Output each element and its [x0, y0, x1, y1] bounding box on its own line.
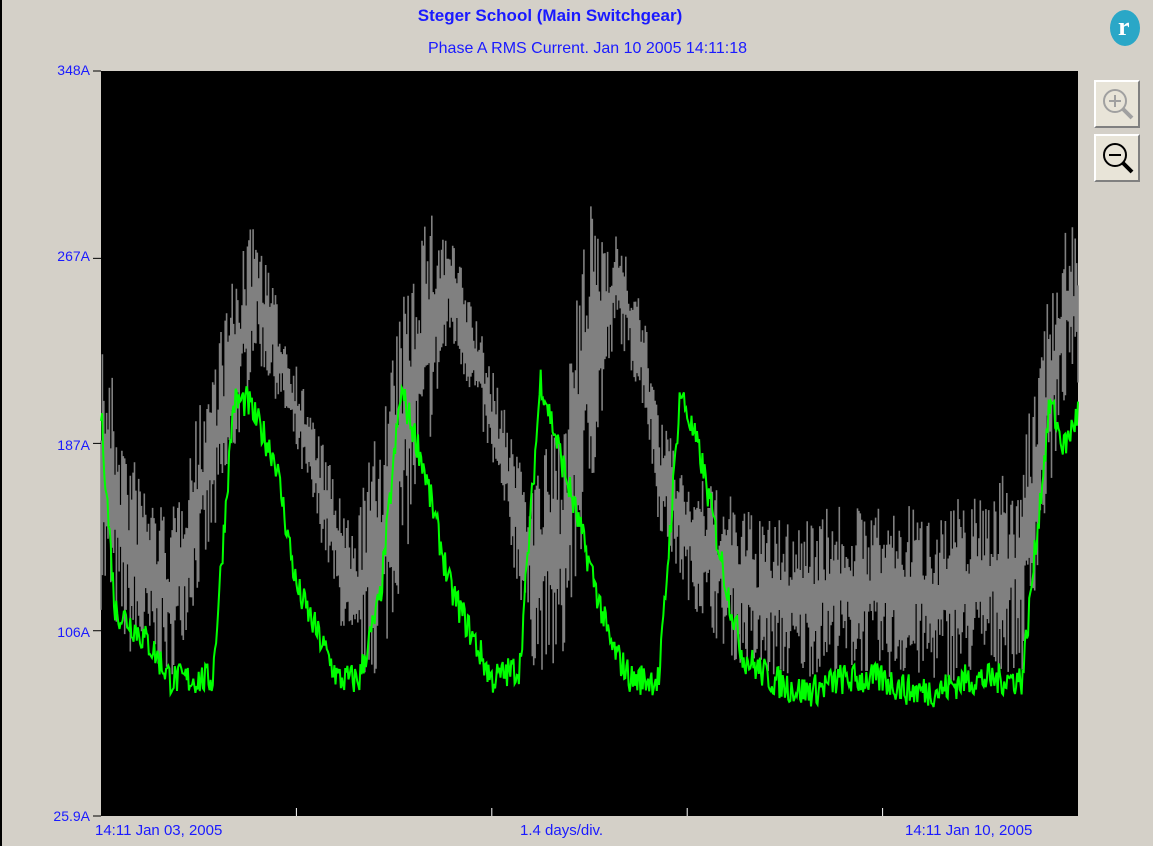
- chart-title: Steger School (Main Switchgear): [417, 6, 683, 25]
- y-tick-label: 25.9A: [53, 808, 90, 824]
- y-tick-label: 106A: [57, 624, 90, 640]
- x-start-label: 14:11 Jan 03, 2005: [95, 822, 223, 839]
- y-tick-label: 187A: [57, 437, 90, 453]
- series-max-envelope: [100, 206, 1079, 681]
- zoom-in-button[interactable]: [1094, 80, 1140, 128]
- zoom-in-icon: [1103, 89, 1134, 120]
- x-end-label: 14:11 Jan 10, 2005: [905, 822, 1033, 839]
- series-rms-line: [100, 369, 1079, 708]
- y-tick-label: 267A: [57, 248, 90, 264]
- x-scale-label: 1.4 days/div.: [520, 822, 604, 839]
- zoom-out-button[interactable]: [1094, 134, 1140, 182]
- chart-subtitle: Phase A RMS Current. Jan 10 2005 14:11:1…: [427, 40, 748, 57]
- logo-icon: r: [1110, 10, 1140, 46]
- y-tick-label: 348A: [57, 62, 90, 78]
- zoom-out-icon: [1103, 143, 1134, 174]
